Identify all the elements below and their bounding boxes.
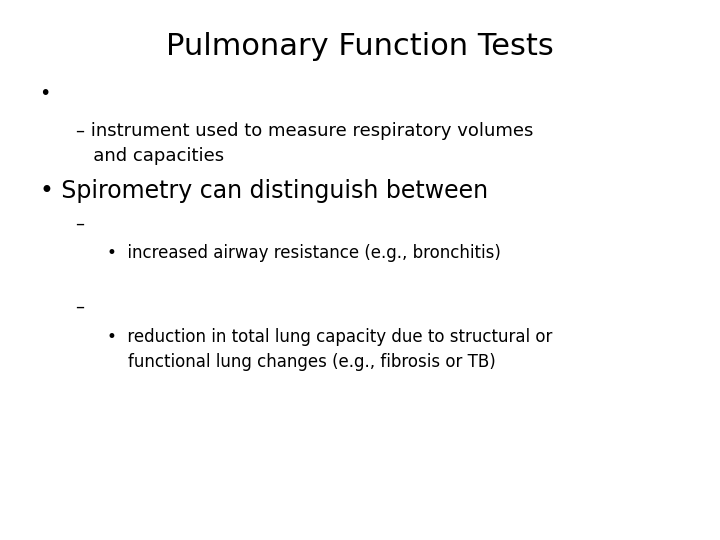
Text: –: – [76, 214, 85, 232]
Text: functional lung changes (e.g., fibrosis or TB): functional lung changes (e.g., fibrosis … [107, 353, 495, 371]
Text: •  increased airway resistance (e.g., bronchitis): • increased airway resistance (e.g., bro… [107, 244, 500, 262]
Text: • Spirometry can distinguish between: • Spirometry can distinguish between [40, 179, 487, 203]
Text: •: • [40, 84, 51, 103]
Text: •  reduction in total lung capacity due to structural or: • reduction in total lung capacity due t… [107, 328, 552, 346]
Text: – instrument used to measure respiratory volumes: – instrument used to measure respiratory… [76, 122, 533, 139]
Text: Pulmonary Function Tests: Pulmonary Function Tests [166, 32, 554, 62]
Text: –: – [76, 298, 85, 316]
Text: and capacities: and capacities [76, 147, 224, 165]
